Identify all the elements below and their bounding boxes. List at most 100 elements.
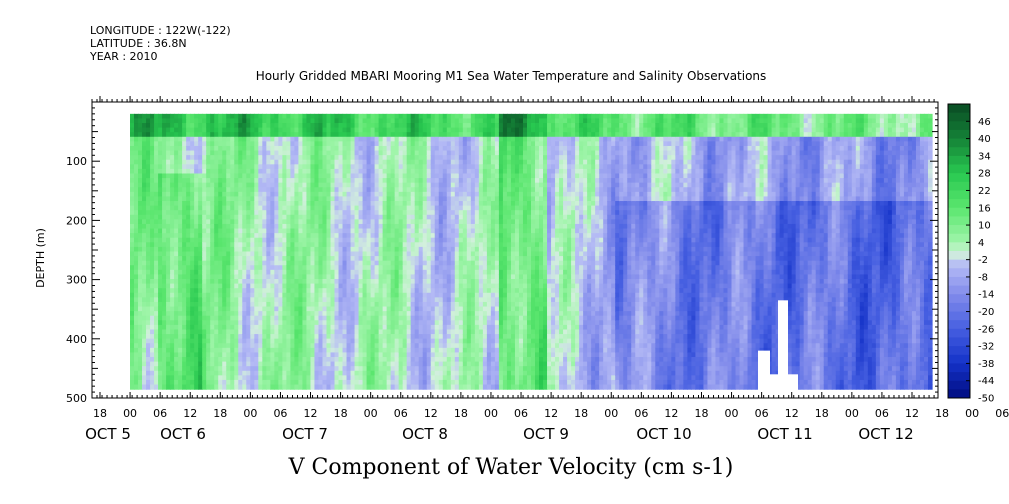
heatmap-cell xyxy=(350,283,356,289)
heatmap-cell xyxy=(390,269,396,276)
heatmap-cell xyxy=(194,233,199,239)
heatmap-cell xyxy=(458,191,464,198)
heatmap-cell xyxy=(250,375,255,381)
heatmap-cell xyxy=(426,384,432,390)
heatmap-cell xyxy=(194,338,199,344)
heatmap-cell xyxy=(162,219,167,225)
heatmap-cell xyxy=(418,384,424,390)
heatmap-cell xyxy=(298,205,304,211)
heatmap-cell xyxy=(430,214,436,220)
heatmap-cell xyxy=(214,223,219,230)
heatmap-cell xyxy=(426,118,432,124)
heatmap-cell xyxy=(154,324,159,331)
heatmap-cell xyxy=(174,279,179,285)
heatmap-cell xyxy=(366,315,372,321)
heatmap-cell xyxy=(186,141,191,147)
heatmap-cell xyxy=(146,279,151,285)
heatmap-cell xyxy=(450,233,456,239)
heatmap-cell xyxy=(282,210,287,216)
heatmap-cell xyxy=(310,343,316,349)
heatmap-cell xyxy=(146,178,151,184)
heatmap-cell xyxy=(306,361,312,367)
heatmap-cell xyxy=(358,178,364,184)
heatmap-cell xyxy=(234,118,239,124)
heatmap-cell xyxy=(354,320,360,326)
heatmap-cell xyxy=(402,145,408,152)
heatmap-cell xyxy=(342,357,348,363)
heatmap-cell xyxy=(442,274,448,280)
heatmap-cell xyxy=(342,338,348,344)
heatmap-cell xyxy=(394,324,400,331)
heatmap-cell xyxy=(282,132,287,138)
heatmap-cell xyxy=(138,155,143,161)
heatmap-cell xyxy=(434,320,440,326)
heatmap-cell xyxy=(390,311,396,317)
heatmap-cell xyxy=(366,187,372,193)
heatmap-cell xyxy=(366,237,372,243)
heatmap-cell xyxy=(290,329,296,335)
heatmap-cell xyxy=(462,164,468,170)
heatmap-cell xyxy=(286,201,291,207)
heatmap-cell xyxy=(258,324,263,331)
heatmap-cell xyxy=(314,311,320,317)
heatmap-cell xyxy=(362,361,368,367)
heatmap-cell xyxy=(350,292,356,298)
heatmap-cell xyxy=(358,297,364,303)
heatmap-cell xyxy=(134,283,139,289)
heatmap-cell xyxy=(314,329,320,335)
heatmap-cell xyxy=(142,379,147,386)
heatmap-cell xyxy=(274,301,279,308)
heatmap-cell xyxy=(242,123,247,129)
heatmap-cell xyxy=(138,361,143,367)
heatmap-cell xyxy=(366,288,372,294)
heatmap-cell xyxy=(282,127,287,133)
heatmap-cell xyxy=(186,150,191,156)
heatmap-cell xyxy=(418,315,424,321)
heatmap-cell xyxy=(414,187,420,193)
heatmap-cell xyxy=(426,196,432,202)
heatmap-cell xyxy=(426,228,432,234)
heatmap-cell xyxy=(270,237,275,243)
heatmap-cell xyxy=(230,260,235,266)
heatmap-cell xyxy=(242,237,247,243)
heatmap-cell xyxy=(210,196,215,202)
heatmap-cell xyxy=(314,265,320,271)
heatmap-cell xyxy=(274,352,279,358)
heatmap-cell xyxy=(462,113,468,120)
heatmap-cell xyxy=(278,347,283,354)
heatmap-cell xyxy=(422,228,428,234)
heatmap-cell xyxy=(194,145,199,152)
heatmap-cell xyxy=(210,338,215,344)
heatmap-cell xyxy=(418,283,424,289)
heatmap-cell xyxy=(194,347,199,354)
heatmap-cell xyxy=(350,297,356,303)
heatmap-cell xyxy=(422,384,428,390)
heatmap-cell xyxy=(414,311,420,317)
heatmap-cell xyxy=(454,370,460,376)
heatmap-cell xyxy=(434,279,440,285)
heatmap-cell xyxy=(382,196,388,202)
heatmap-cell xyxy=(386,301,392,308)
heatmap-cell xyxy=(390,292,396,298)
heatmap-cell xyxy=(130,182,135,188)
heatmap-cell xyxy=(146,366,151,372)
heatmap-cell xyxy=(198,343,203,349)
heatmap-cell xyxy=(222,297,227,303)
heatmap-cell xyxy=(186,375,191,381)
heatmap-cell xyxy=(206,320,211,326)
heatmap-cell xyxy=(358,274,364,280)
heatmap-cell xyxy=(326,205,332,211)
heatmap-cell xyxy=(142,256,147,262)
heatmap-cell xyxy=(210,219,215,225)
heatmap-cell xyxy=(430,113,436,120)
heatmap-cell xyxy=(454,292,460,298)
heatmap-cell xyxy=(458,214,464,220)
heatmap-cell xyxy=(446,320,452,326)
heatmap-cell xyxy=(270,228,275,234)
heatmap-cell xyxy=(282,201,287,207)
heatmap-cell xyxy=(222,256,227,262)
heatmap-cell xyxy=(342,279,348,285)
heatmap-cell xyxy=(306,265,312,271)
heatmap-cell xyxy=(378,233,384,239)
heatmap-cell xyxy=(214,324,219,331)
